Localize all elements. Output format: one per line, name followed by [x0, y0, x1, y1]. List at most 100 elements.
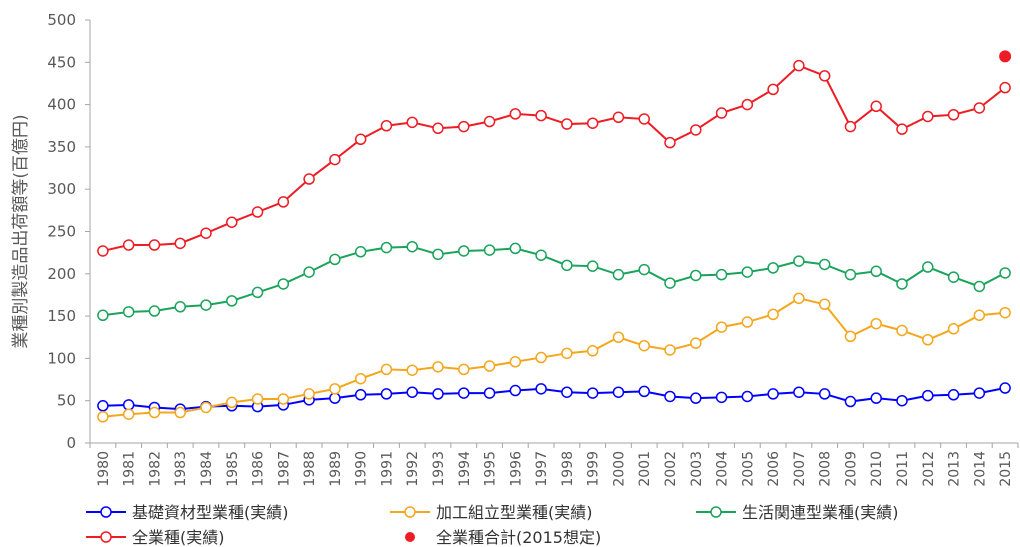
data-point: [922, 261, 934, 273]
data-point: [483, 360, 496, 372]
data-point: [509, 108, 522, 120]
x-tick-label: 1984: [199, 451, 215, 487]
x-tick-label: 1996: [508, 451, 524, 487]
data-point: [432, 122, 444, 135]
x-tick-label: 2006: [766, 451, 782, 487]
x-tick-label: 1989: [328, 451, 344, 487]
data-point: [741, 98, 754, 111]
data-point: [973, 280, 986, 293]
data-point: [483, 244, 496, 256]
data-point: [896, 278, 908, 290]
x-tick-label: 2005: [740, 451, 756, 487]
x-tick-label: 2000: [611, 451, 627, 487]
data-point: [148, 239, 161, 251]
data-point: [561, 386, 573, 398]
data-point: [870, 265, 882, 278]
data-point: [793, 386, 805, 398]
data-point: [870, 100, 882, 113]
data-point: [638, 263, 650, 276]
x-tick-label: 1993: [431, 451, 447, 487]
legend-item: 生活関連型業種(実績): [696, 503, 899, 522]
data-point: [329, 392, 341, 404]
data-point: [406, 364, 418, 376]
data-point: [458, 363, 470, 376]
data-point: [483, 387, 496, 399]
x-tick-label: 1987: [276, 451, 292, 487]
series-5: [999, 50, 1012, 63]
data-point: [406, 386, 418, 398]
series-4: [97, 59, 1011, 257]
legend-marker: [100, 506, 112, 518]
data-point: [844, 330, 857, 343]
data-point: [947, 389, 960, 401]
data-point: [432, 388, 444, 400]
data-point: [509, 384, 522, 397]
data-point: [844, 120, 857, 133]
data-point: [741, 316, 754, 328]
x-tick-label: 2003: [689, 451, 705, 487]
data-point: [200, 401, 212, 414]
data-point: [844, 395, 857, 408]
x-tick-label: 1997: [534, 451, 550, 487]
data-point: [973, 309, 986, 322]
legend-label: 加工組立型業種(実績): [436, 503, 593, 522]
data-point: [767, 388, 779, 400]
data-point: [690, 392, 702, 404]
data-point: [432, 361, 444, 373]
legend-label: 全業種(実績): [132, 528, 225, 547]
data-point: [922, 110, 934, 123]
data-point: [818, 388, 831, 400]
data-point: [664, 344, 676, 356]
data-point: [226, 216, 238, 228]
data-point: [741, 266, 754, 278]
legend-marker: [405, 532, 415, 542]
data-point: [922, 334, 934, 346]
data-point: [999, 306, 1011, 319]
data-point: [741, 390, 754, 403]
data-point: [947, 323, 960, 335]
data-point: [638, 339, 650, 352]
x-tick-label: 1982: [147, 451, 163, 487]
legend: 基礎資材型業種(実績) 加工組立型業種(実績) 生活関連型業種(実績) 全業種(実績)…: [86, 503, 899, 547]
data-point: [818, 298, 831, 311]
y-tick-label: 250: [47, 223, 76, 241]
x-axis: 1980 1981 1982 1983 1984 1985 1986 1987 1988 1989…: [89, 442, 1019, 487]
data-point: [277, 278, 290, 290]
data-point: [380, 363, 393, 376]
y-tick-label: 500: [47, 11, 76, 29]
legend-marker: [100, 531, 112, 543]
data-point: [251, 206, 264, 218]
y-axis: 0 50 100 150 200 250 300 350 400 450 500: [47, 11, 91, 452]
legend-label: 生活関連型業種(実績): [742, 503, 899, 522]
data-point: [586, 387, 599, 399]
data-point: [174, 237, 186, 250]
data-point-projection: [999, 50, 1012, 63]
data-point: [303, 266, 315, 278]
data-point: [561, 118, 573, 130]
data-point: [767, 262, 779, 274]
data-point: [535, 249, 547, 261]
data-point: [380, 241, 393, 254]
data-point: [999, 382, 1011, 394]
x-tick-label: 1981: [122, 451, 138, 487]
x-tick-label: 1985: [225, 451, 241, 487]
series-layer: [97, 50, 1012, 423]
x-tick-label: 1980: [96, 451, 112, 487]
data-point: [767, 83, 779, 96]
data-point: [148, 305, 161, 317]
y-tick-label: 50: [57, 392, 76, 410]
data-point: [354, 246, 367, 258]
x-tick-label: 2013: [947, 451, 963, 487]
data-point: [97, 411, 109, 423]
legend-item: 加工組立型業種(実績): [390, 503, 593, 522]
data-point: [793, 255, 805, 267]
x-tick-label: 1995: [483, 451, 499, 487]
legend-label: 全業種合計(2015想定): [436, 528, 601, 547]
x-tick-label: 1998: [560, 451, 576, 487]
data-point: [896, 123, 908, 135]
x-tick-label: 2002: [663, 451, 679, 487]
legend-marker: [404, 506, 416, 518]
data-point: [329, 383, 341, 395]
legend-item: 全業種合計(2015想定): [405, 528, 601, 547]
data-point: [664, 136, 676, 149]
